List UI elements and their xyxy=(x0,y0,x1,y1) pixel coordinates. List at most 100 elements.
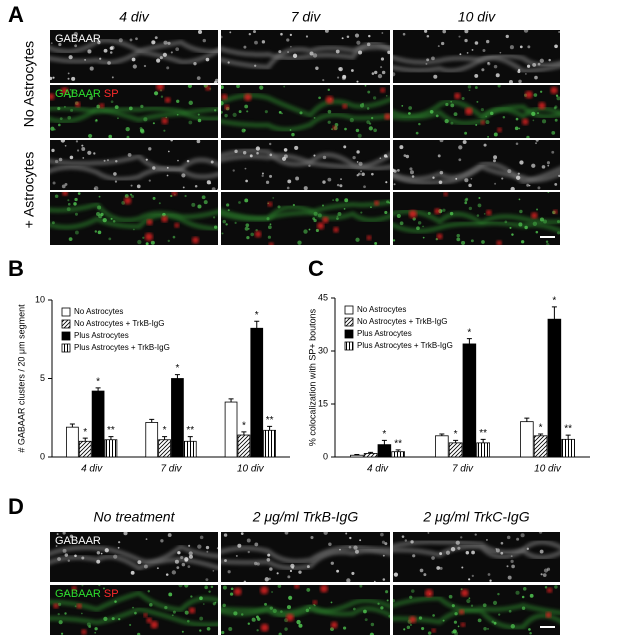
punctum xyxy=(246,235,250,240)
legend-swatch xyxy=(344,329,354,339)
punctum xyxy=(133,228,135,231)
punctum xyxy=(153,91,159,96)
punctum xyxy=(429,109,434,114)
punctum xyxy=(525,73,527,75)
sp-bouton xyxy=(53,603,59,609)
sp-bouton xyxy=(171,192,178,196)
punctum xyxy=(226,203,230,207)
punctum xyxy=(526,64,531,68)
punctum xyxy=(382,578,386,581)
punctum xyxy=(199,616,204,621)
punctum xyxy=(481,68,485,72)
micrograph xyxy=(393,140,560,190)
punctum xyxy=(546,567,551,571)
punctum xyxy=(373,128,377,133)
punctum xyxy=(393,183,396,186)
punctum xyxy=(81,556,85,560)
punctum xyxy=(230,587,234,591)
x-tick-label: 10 div xyxy=(237,464,265,475)
punctum xyxy=(278,50,282,54)
legend-label: No Astrocytes xyxy=(357,305,406,314)
punctum xyxy=(96,551,101,555)
punctum xyxy=(458,158,462,162)
sp-bouton xyxy=(322,216,329,224)
sp-bouton xyxy=(424,589,433,598)
punctum xyxy=(269,153,273,157)
punctum xyxy=(261,40,266,44)
punctum xyxy=(418,122,421,126)
punctum xyxy=(94,230,98,233)
micrograph-content xyxy=(393,192,560,245)
sp-bouton xyxy=(294,585,300,589)
punctum xyxy=(474,86,478,89)
punctum xyxy=(247,622,250,625)
punctum xyxy=(402,32,406,36)
significance: * xyxy=(454,429,458,440)
error-bar xyxy=(453,439,459,443)
legend-swatch xyxy=(61,319,71,329)
micrograph-content xyxy=(221,197,390,245)
punctum xyxy=(366,120,370,125)
punctum xyxy=(415,131,419,135)
punctum xyxy=(451,604,455,608)
punctum xyxy=(68,55,73,60)
punctum xyxy=(222,585,227,590)
punctum xyxy=(364,618,368,622)
dendrite xyxy=(221,548,390,571)
punctum xyxy=(380,532,384,537)
y-tick-label: 0 xyxy=(40,451,45,461)
punctum xyxy=(366,107,370,110)
punctum xyxy=(210,160,214,164)
punctum xyxy=(184,610,189,615)
punctum xyxy=(330,601,333,604)
punctum xyxy=(222,219,227,224)
punctum xyxy=(188,100,193,106)
sp-bouton xyxy=(71,586,77,591)
punctum xyxy=(554,585,558,589)
punctum xyxy=(110,217,113,220)
punctum xyxy=(386,200,390,204)
micrograph xyxy=(221,532,390,582)
punctum xyxy=(277,205,281,209)
punctum xyxy=(343,208,346,210)
punctum xyxy=(238,110,242,113)
column-header: 4 div xyxy=(119,9,150,25)
punctum xyxy=(81,612,83,615)
punctum xyxy=(229,592,234,596)
punctum xyxy=(356,161,359,163)
punctum xyxy=(537,186,541,190)
punctum xyxy=(191,202,196,207)
punctum xyxy=(449,211,454,216)
sp-bouton xyxy=(62,192,68,196)
punctum xyxy=(69,155,74,160)
punctum xyxy=(485,120,490,125)
punctum xyxy=(70,108,74,112)
punctum xyxy=(529,632,532,635)
sp-bouton xyxy=(454,92,461,100)
punctum xyxy=(145,158,148,161)
punctum xyxy=(450,547,456,552)
punctum xyxy=(225,223,228,226)
punctum xyxy=(431,556,435,560)
punctum xyxy=(245,179,248,183)
punctum xyxy=(468,578,471,581)
punctum xyxy=(186,159,190,163)
punctum xyxy=(493,132,498,137)
sp-bouton xyxy=(50,93,55,100)
punctum xyxy=(450,100,453,103)
punctum xyxy=(454,612,458,616)
punctum xyxy=(60,632,64,635)
punctum xyxy=(439,552,443,556)
punctum xyxy=(370,206,372,209)
punctum xyxy=(187,85,192,89)
punctum xyxy=(137,560,142,565)
micrograph xyxy=(393,85,560,138)
punctum xyxy=(377,602,380,605)
micrograph-content xyxy=(393,532,560,582)
micrograph xyxy=(221,140,390,190)
punctum xyxy=(482,603,487,608)
error-bar xyxy=(439,433,445,436)
micrograph-content xyxy=(50,30,218,83)
punctum xyxy=(324,30,329,33)
punctum xyxy=(542,573,547,578)
